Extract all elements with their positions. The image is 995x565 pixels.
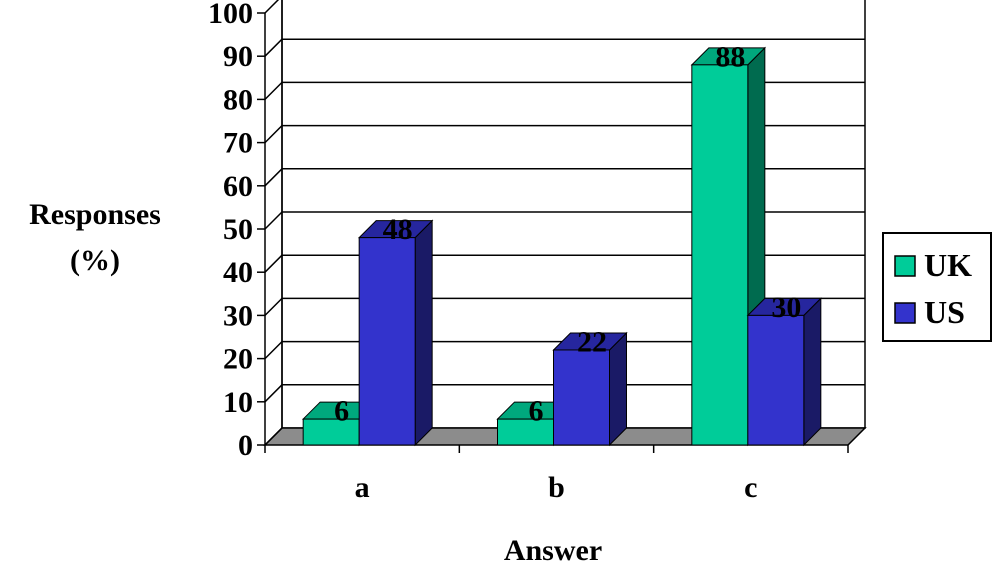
- y-tick-label-100: 100: [208, 0, 253, 30]
- y-axis-title-line1: Responses: [29, 198, 161, 231]
- axis-depth-tick-80: [264, 81, 283, 100]
- bar-us-a-side: [414, 219, 433, 447]
- data-label-us-b: 22: [577, 325, 607, 358]
- axis-depth-tick-70: [264, 125, 283, 144]
- y-axis: 0 10 20 30 40 50 60 70 80 90 100 a b c: [208, 0, 849, 504]
- y-tick-label-70: 70: [223, 127, 253, 160]
- data-label-us-a: 48: [383, 213, 413, 246]
- data-labels: 6 48 6 22 88 30: [334, 40, 801, 427]
- bars: [301, 46, 823, 447]
- bar-us-c-side: [803, 297, 822, 447]
- y-tick-label-60: 60: [223, 170, 253, 203]
- y-tick-label-10: 10: [223, 386, 253, 419]
- axis-depth-tick-20: [264, 341, 283, 360]
- bar-us-c: [747, 314, 805, 446]
- bar-uk-b: [497, 418, 554, 446]
- data-label-us-c: 30: [771, 291, 801, 324]
- bar-uk-a: [302, 418, 360, 446]
- y-tick-label-30: 30: [223, 299, 253, 332]
- y-tick-label-20: 20: [223, 343, 253, 376]
- y-tick-label-80: 80: [223, 83, 253, 116]
- axis-depth-tick-30: [264, 297, 283, 316]
- x-tick-label-c: c: [744, 471, 757, 504]
- x-tick-label-b: b: [548, 471, 565, 504]
- axis-depth-tick-40: [264, 254, 283, 273]
- data-label-uk-b: 6: [529, 395, 544, 428]
- x-tick-label-a: a: [355, 471, 370, 504]
- y-tick-label-40: 40: [223, 256, 253, 289]
- data-label-uk-a: 6: [334, 395, 349, 428]
- legend: UK US: [882, 232, 992, 342]
- bar-uk-c: [691, 64, 749, 446]
- y-tick-label-50: 50: [223, 213, 253, 246]
- axis-depth-tick-0: [264, 427, 283, 446]
- y-tick-label-0: 0: [238, 429, 253, 462]
- y-tick-label-90: 90: [223, 40, 253, 73]
- axis-depth-tick-90: [264, 38, 283, 57]
- y-axis-title-line2: (%): [70, 244, 120, 277]
- axis-depth-tick-100: [264, 0, 280, 14]
- legend-label-us: US: [924, 294, 965, 330]
- x-axis-title: Answer: [504, 534, 602, 565]
- legend-swatch-us: [894, 302, 916, 324]
- data-label-uk-c: 88: [715, 40, 745, 73]
- axis-depth-tick-10: [264, 384, 283, 403]
- bar-us-a: [358, 237, 416, 446]
- axis-depth-tick-50: [264, 211, 283, 230]
- legend-label-uk: UK: [924, 247, 972, 283]
- axis-depth-tick-60: [264, 168, 283, 187]
- bar-us-b-side: [609, 331, 627, 447]
- bar-us-b: [553, 349, 610, 446]
- legend-swatch-uk: [894, 255, 916, 277]
